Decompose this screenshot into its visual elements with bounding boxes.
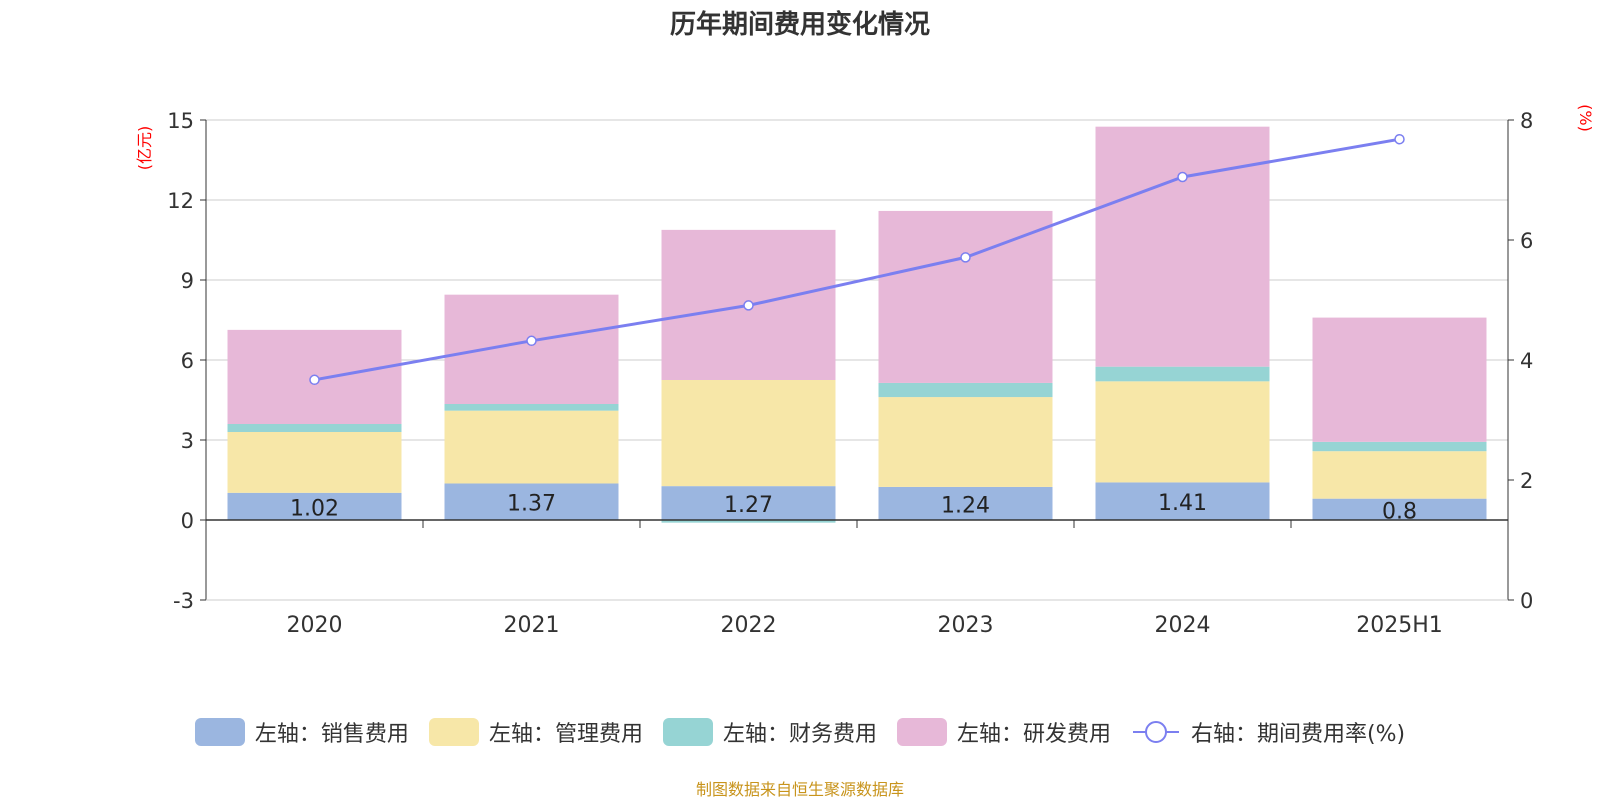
category-label-2021: 2021 [504, 613, 560, 638]
legend-item-sales[interactable]: 左轴：销售费用 [194, 716, 409, 748]
bar-sales-2023 [878, 486, 1053, 520]
bar-finance-2020 [227, 424, 402, 432]
left-tick-label: 12 [167, 189, 194, 213]
bar-data-label: 1.24 [941, 493, 990, 518]
left-axis-unit: (亿元) [135, 126, 154, 171]
left-tick-label: 15 [167, 109, 194, 133]
legend-label: 左轴：研发费用 [956, 722, 1111, 747]
bar-data-label: 1.27 [724, 493, 773, 518]
category-label-2024: 2024 [1155, 613, 1211, 638]
bar-admin-2025H1 [1312, 451, 1487, 499]
bar-admin-2024 [1095, 381, 1270, 483]
bar-data-label: 1.41 [1158, 491, 1207, 516]
legend-label: 右轴：期间费用率(%) [1190, 722, 1406, 747]
legend-swatch-rd [896, 718, 947, 746]
left-tick-label: 0 [181, 509, 194, 533]
rate-point-2021 [526, 335, 537, 347]
right-tick-label: 4 [1520, 349, 1533, 373]
rate-point-2023 [960, 252, 971, 263]
category-label-2022: 2022 [721, 613, 777, 638]
legend-swatch-rate [1132, 721, 1179, 743]
chart-title: 历年期间费用变化情况 [669, 10, 930, 40]
bar-finance-2024 [1095, 366, 1270, 382]
left-tick-label: 9 [181, 269, 194, 293]
chart-legend: 左轴：销售费用 左轴：管理费用 左轴：财务费用 左轴：研发费用 右轴：期间费用率(%) [0, 716, 1600, 748]
bar-rd-2024 [1095, 126, 1270, 367]
bar-data-label: 1.37 [507, 492, 556, 517]
bar-sales-2024 [1095, 482, 1270, 520]
legend-swatch-sales [194, 718, 245, 746]
rate-point-2022 [743, 300, 754, 311]
category-label-2023: 2023 [938, 613, 994, 638]
legend-label: 左轴：销售费用 [254, 722, 409, 747]
bar-finance-2025H1 [1312, 441, 1487, 452]
right-tick-label: 8 [1520, 109, 1533, 133]
legend-item-rate[interactable]: 右轴：期间费用率(%) [1131, 716, 1405, 748]
category-label-2025H1: 2025H1 [1356, 613, 1443, 638]
legend-item-finance[interactable]: 左轴：财务费用 [662, 716, 877, 748]
right-tick-label: 6 [1520, 229, 1533, 253]
bar-sales-2020 [227, 492, 402, 520]
legend-item-rd[interactable]: 左轴：研发费用 [896, 716, 1111, 748]
bar-finance-2022 [661, 520, 836, 523]
data-source-note: 制图数据来自恒生聚源数据库 [695, 780, 904, 799]
bar-finance-2023 [878, 382, 1053, 398]
rate-line [314, 137, 1400, 382]
legend-swatch-finance [662, 718, 713, 746]
bar-admin-2021 [444, 410, 619, 484]
bar-rd-2021 [444, 294, 619, 404]
rate-point-2024 [1177, 171, 1188, 183]
chart-canvas: -3 0 3 6 9 12 15 0 2 4 6 8 (亿元) (%) 1.02 1.37 1.27 1.24 1.… [135, 104, 1595, 638]
left-tick-label: 3 [181, 429, 194, 453]
bar-sales-2022 [661, 486, 836, 520]
rate-point-2025H1 [1394, 133, 1405, 145]
bar-admin-2022 [661, 380, 836, 487]
category-label-2020: 2020 [287, 613, 343, 638]
left-tick-label: -3 [173, 589, 194, 613]
bar-sales-2025H1 [1312, 498, 1487, 520]
bar-sales-2021 [444, 483, 619, 520]
right-tick-label: 0 [1520, 589, 1533, 613]
bar-rd-2025H1 [1312, 317, 1487, 442]
legend-label: 左轴：财务费用 [722, 722, 877, 747]
legend-swatch-admin [428, 718, 479, 746]
bar-finance-2021 [444, 404, 619, 411]
rate-point-2020 [309, 374, 320, 386]
bar-data-label: 1.02 [290, 496, 339, 521]
right-axis-unit: (%) [1576, 104, 1595, 132]
right-tick-label: 2 [1520, 469, 1533, 493]
bar-rd-2023 [878, 210, 1053, 383]
legend-label: 左轴：管理费用 [488, 722, 643, 747]
legend-item-admin[interactable]: 左轴：管理费用 [428, 716, 643, 748]
bar-admin-2023 [878, 397, 1053, 487]
bar-admin-2020 [227, 432, 402, 493]
left-tick-label: 6 [181, 349, 194, 373]
